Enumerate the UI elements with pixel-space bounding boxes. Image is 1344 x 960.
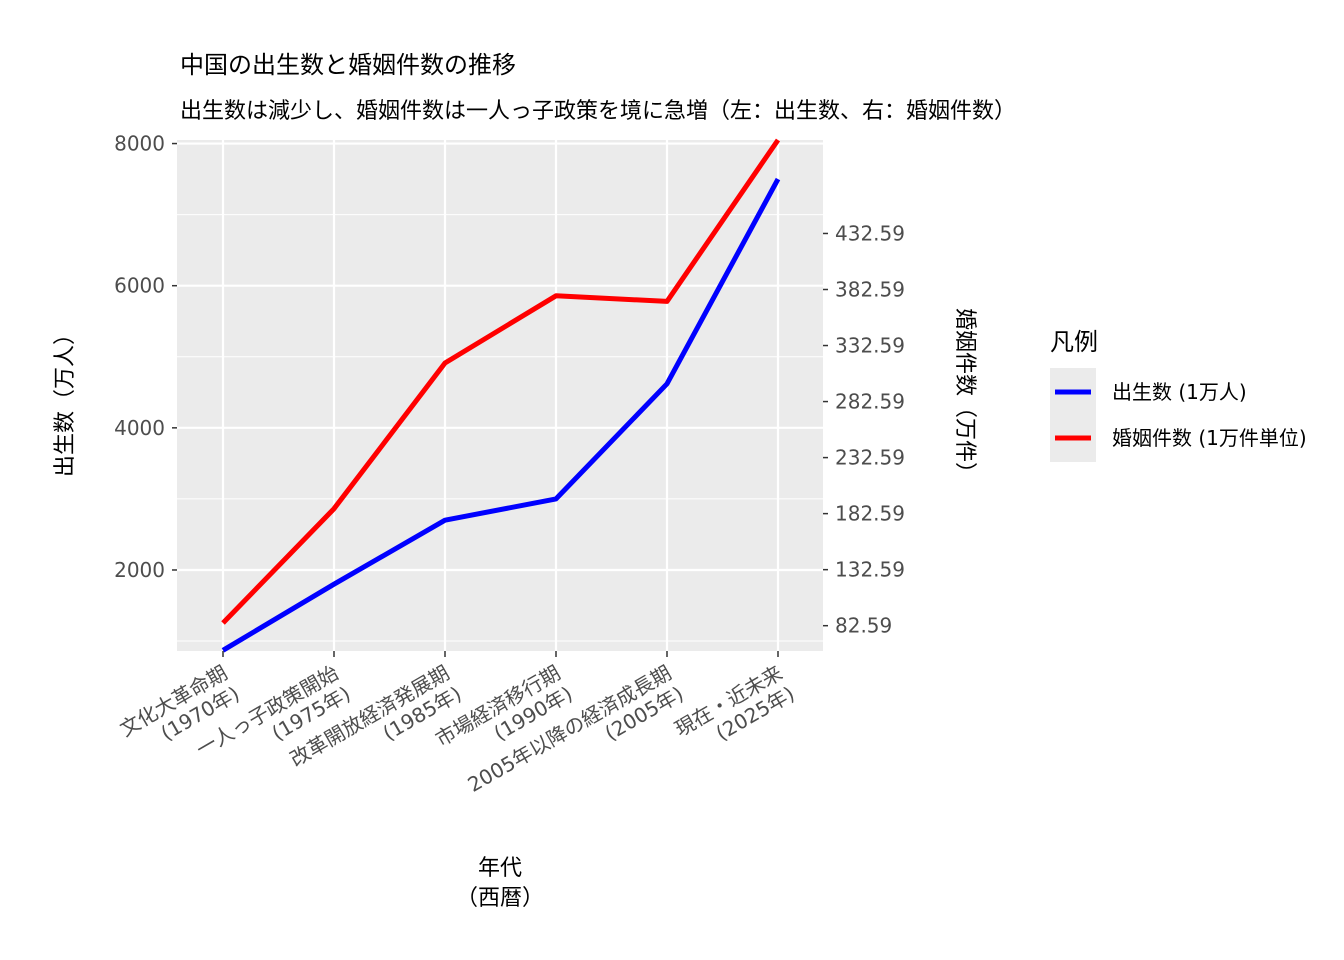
left-tick-label: 4000 (114, 416, 165, 440)
legend-label-0: 出生数 (1万人) (1112, 380, 1247, 404)
right-tick-label: 132.59 (835, 558, 905, 582)
right-tick-label: 332.59 (835, 334, 905, 358)
chart-title: 中国の出生数と婚姻件数の推移 (180, 51, 516, 79)
x-axis-title: 年代（西暦） (456, 856, 544, 911)
series-line-1 (221, 138, 781, 625)
x-tick-label: 現在・近未来(2025年) (671, 661, 799, 763)
left-axis: 2000 4000 6000 8000 (114, 132, 177, 582)
x-axis: 文化大革命期(1970年)一人っ子政策開始(1975年)改革開放経済発展期(19… (116, 651, 799, 797)
legend-label-1: 婚姻件数 (1万件単位) (1112, 426, 1307, 450)
y-axis-title-left: 出生数（万人） (53, 323, 78, 477)
left-tick-label: 2000 (114, 558, 165, 582)
right-tick-label: 382.59 (835, 278, 905, 302)
right-tick-label: 282.59 (835, 390, 905, 414)
legend-key-background (1050, 368, 1096, 462)
plot-panel (177, 140, 823, 651)
series-lines (221, 138, 781, 653)
left-tick-label: 6000 (114, 274, 165, 298)
y-axis-title-right: 婚姻件数（万件） (952, 308, 977, 484)
right-tick-label: 182.59 (835, 502, 905, 526)
legend-title: 凡例 (1050, 328, 1098, 356)
right-axis: 82.59 132.59 182.59 232.59 282.59 332.59 382.5… (823, 221, 905, 638)
series-line-0 (221, 177, 781, 653)
right-tick-label: 432.59 (835, 221, 905, 245)
right-tick-label: 82.59 (835, 614, 892, 638)
left-tick-label: 8000 (114, 132, 165, 156)
legend: 凡例 出生数 (1万人) 婚姻件数 (1万件単位) (1050, 328, 1307, 462)
right-tick-label: 232.59 (835, 446, 905, 470)
chart-subtitle: 出生数は減少し、婚姻件数は一人っ子政策を境に急増（左：出生数、右：婚姻件数） (180, 99, 1016, 124)
gridlines (177, 140, 823, 651)
